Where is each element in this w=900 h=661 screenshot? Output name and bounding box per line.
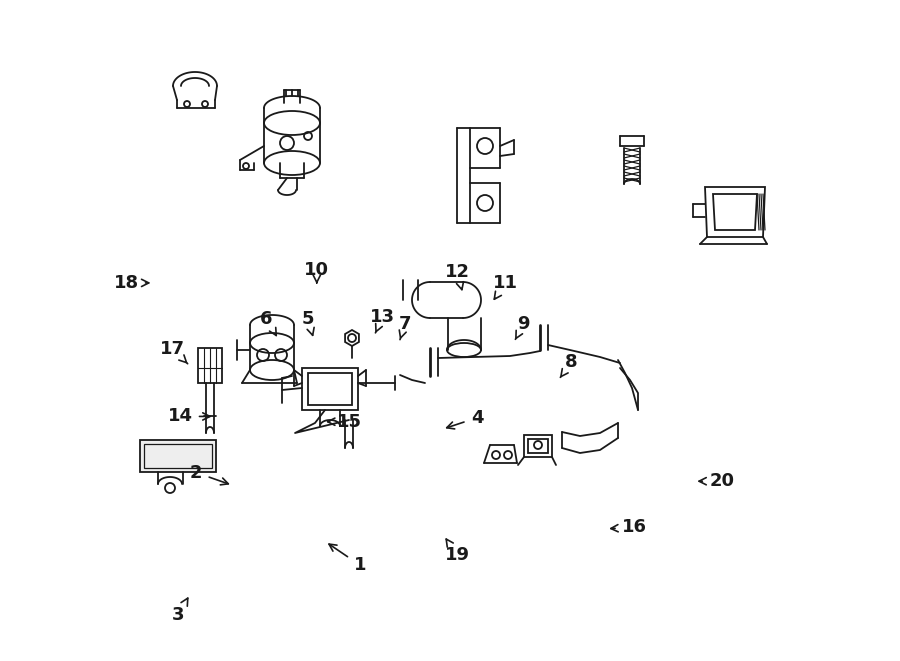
Text: 8: 8 bbox=[561, 353, 578, 377]
Text: 2: 2 bbox=[190, 463, 229, 485]
Text: 7: 7 bbox=[399, 315, 411, 340]
Polygon shape bbox=[345, 330, 359, 346]
Bar bbox=[302, 368, 358, 410]
Text: 6: 6 bbox=[260, 309, 276, 336]
Text: 19: 19 bbox=[445, 539, 470, 564]
Text: 18: 18 bbox=[113, 274, 148, 292]
Bar bbox=[528, 439, 548, 453]
Text: 13: 13 bbox=[370, 308, 395, 333]
Text: 10: 10 bbox=[304, 260, 329, 282]
Text: 4: 4 bbox=[446, 408, 483, 429]
Text: 14: 14 bbox=[167, 407, 210, 426]
Bar bbox=[140, 440, 216, 472]
Bar bbox=[144, 444, 212, 468]
Text: 20: 20 bbox=[699, 472, 734, 490]
Text: 9: 9 bbox=[516, 315, 530, 339]
Text: 12: 12 bbox=[445, 263, 470, 290]
Bar bbox=[308, 373, 352, 405]
Text: 11: 11 bbox=[493, 274, 518, 299]
Bar bbox=[198, 348, 222, 383]
Text: 3: 3 bbox=[172, 598, 188, 624]
Text: 1: 1 bbox=[329, 544, 366, 574]
Text: 16: 16 bbox=[611, 518, 647, 537]
Text: 15: 15 bbox=[328, 412, 362, 431]
Text: 17: 17 bbox=[160, 340, 187, 364]
Text: 5: 5 bbox=[302, 309, 314, 335]
Bar bbox=[524, 435, 552, 457]
